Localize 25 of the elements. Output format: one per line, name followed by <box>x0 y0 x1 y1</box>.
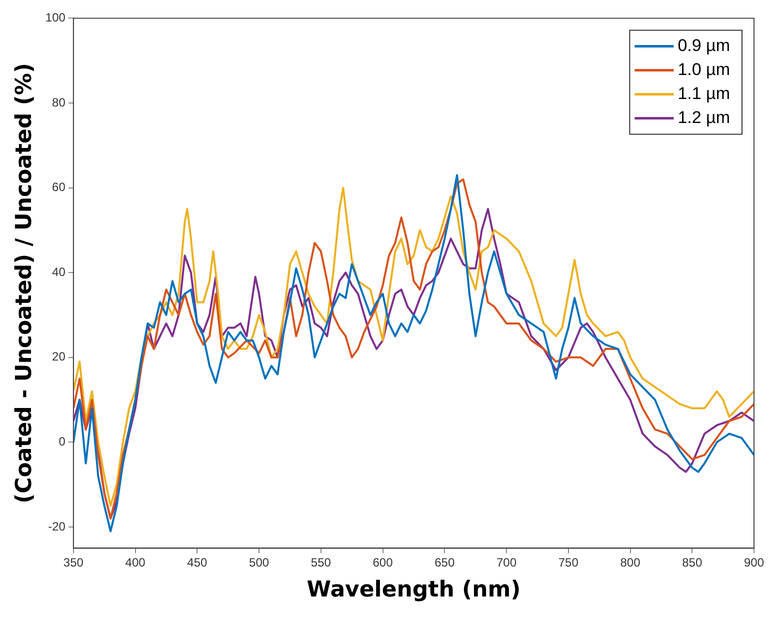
x-tick-label: 450 <box>187 556 208 570</box>
x-tick-label: 700 <box>496 556 517 570</box>
x-tick-label: 400 <box>125 556 146 570</box>
y-tick-label: 60 <box>52 180 66 194</box>
y-tick-label: 40 <box>52 264 66 279</box>
legend-label: 1.1 µm <box>678 84 730 103</box>
x-tick-label: 900 <box>744 556 764 570</box>
y-tick-label: 80 <box>52 95 66 110</box>
x-tick-label: 500 <box>249 556 270 570</box>
x-tick-label: 650 <box>434 556 455 570</box>
y-tick-label: 100 <box>45 10 66 25</box>
x-tick-label: 800 <box>620 556 641 570</box>
y-tick-label: 20 <box>52 350 66 364</box>
legend-label: 1.2 µm <box>678 108 730 127</box>
x-tick-label: 550 <box>310 556 332 570</box>
y-axis-title: (Coated - Uncoated) / Uncoated (%) <box>12 62 37 504</box>
x-tick-label: 850 <box>682 556 702 570</box>
y-tick-label: 0 <box>58 434 66 449</box>
x-tick-label: 750 <box>558 556 579 570</box>
x-tick-label: 600 <box>372 556 394 570</box>
legend-label: 1.0 µm <box>678 60 730 79</box>
x-tick-label: 350 <box>63 556 84 570</box>
x-axis-title: Wavelength (nm) <box>306 578 521 603</box>
legend-label: 0.9 µm <box>678 36 730 55</box>
y-tick-label: -20 <box>48 519 66 534</box>
